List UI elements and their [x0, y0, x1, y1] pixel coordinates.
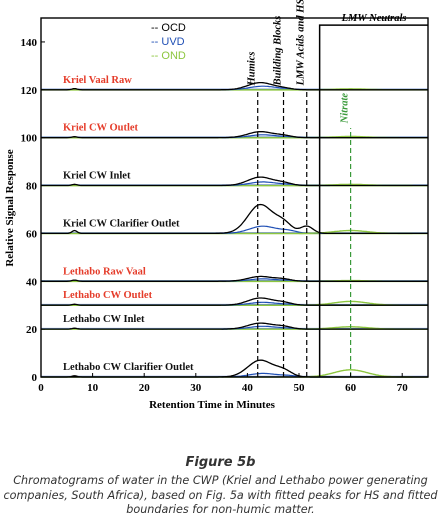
sample-label-5: Lethabo CW Outlet [63, 290, 153, 301]
axis-ticks: 0 10 20 30 40 50 60 70 0 20 40 60 80 100 120 140 [21, 37, 409, 394]
x-tick-label-5: 50 [294, 382, 306, 394]
x-tick-label-2: 20 [139, 382, 151, 394]
y-tick-label-7: 140 [21, 37, 38, 49]
legend-ond: -- OND [151, 50, 186, 62]
x-axis-title: Retention Time in Minutes [149, 399, 276, 411]
x-tick-label-7: 70 [397, 382, 409, 394]
ocd-trace-4 [41, 275, 428, 282]
x-tick-label-0: 0 [38, 382, 44, 394]
plot-frame [40, 17, 429, 378]
sample-label-1: Kriel CW Outlet [63, 123, 139, 134]
ocd-trace-2 [41, 176, 428, 187]
y-tick-label-4: 80 [26, 181, 38, 193]
legend-ond-label: OND [161, 50, 186, 62]
plot-border [40, 17, 429, 378]
y-axis-title: Relative Signal Response [4, 149, 16, 266]
sample-label-3: Kriel CW Clarifier Outlet [63, 218, 180, 229]
lmw-neutrals-box [318, 24, 428, 377]
boundary-label-2: LMW Acids and HS [296, 0, 307, 86]
ocd-trace-3 [41, 203, 428, 235]
x-tick-label-6: 60 [345, 382, 357, 394]
figure-caption-title: Figure 5b [185, 455, 256, 470]
y-tick-label-0: 0 [32, 372, 38, 384]
uvd-traces [221, 85, 330, 378]
x-tick-label-3: 30 [190, 382, 202, 394]
sample-label-2: Kriel CW Inlet [63, 171, 131, 182]
chromatogram-chart: Humics Building Blocks LMW Acids and HS LMW… [4, 0, 429, 411]
sample-label-7: Lethabo CW Clarifier Outlet [63, 362, 194, 373]
legend-uvd-label: UVD [161, 36, 184, 48]
y-tick-label-3: 60 [26, 228, 38, 240]
ocd-trace-1 [41, 130, 428, 139]
legend-ocd: -- OCD [151, 22, 186, 34]
y-tick-label-6: 120 [21, 85, 38, 97]
sample-label-4: Lethabo Raw Vaal [63, 266, 146, 277]
sample-labels: Kriel Vaal Raw Kriel CW Outlet Kriel CW In… [63, 75, 194, 373]
sample-label-6: Lethabo CW Inlet [63, 314, 145, 325]
legend-ocd-label: OCD [161, 22, 186, 34]
y-tick-label-5: 100 [21, 133, 38, 145]
x-tick-label-4: 40 [242, 382, 254, 394]
sample-label-0: Kriel Vaal Raw [63, 75, 132, 86]
nitrate-label: Nitrate [340, 93, 351, 125]
fraction-boundaries: Humics Building Blocks LMW Acids and HS LMW… [247, 0, 428, 377]
y-tick-label-2: 40 [26, 276, 38, 288]
figure-caption-body: Chromatograms of water in the CWP (Kriel… [3, 474, 438, 516]
ocd-trace-6 [41, 322, 428, 330]
boundary-label-0: Humics [247, 52, 258, 87]
legend-uvd: -- UVD [151, 36, 185, 48]
y-tick-label-1: 20 [26, 324, 38, 336]
ocd-trace-5 [41, 297, 428, 306]
boundary-label-1: Building Blocks [273, 16, 284, 87]
x-tick-label-1: 10 [87, 382, 99, 394]
ocd-trace-0 [41, 81, 428, 91]
